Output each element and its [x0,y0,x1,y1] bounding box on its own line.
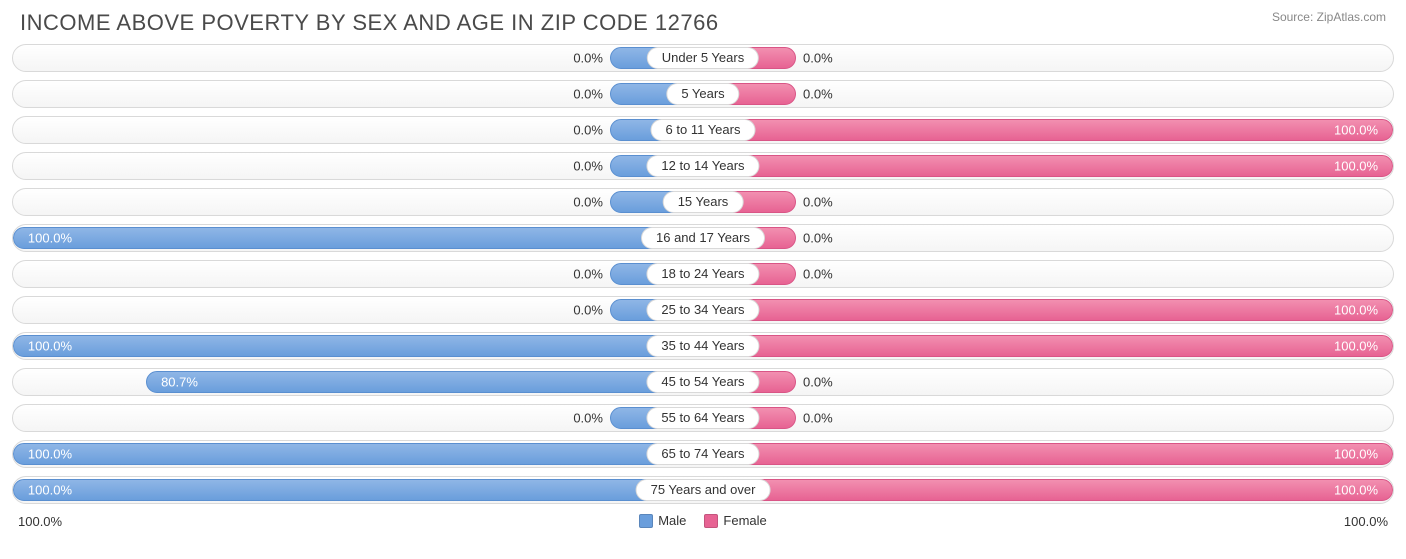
male-value-label: 0.0% [573,87,603,102]
chart-area: 0.0%0.0%Under 5 Years0.0%0.0%5 Years0.0%… [0,44,1406,504]
male-bar [13,443,703,465]
chart-row: 100.0% 100.0% 35 to 44 Years [12,332,1394,360]
female-value-label: 0.0% [803,375,833,390]
male-value-label: 0.0% [573,303,603,318]
chart-row: 0.0% 100.0% 6 to 11 Years [12,116,1394,144]
chart-row: 0.0% 0.0% 15 Years [12,188,1394,216]
female-value-label: 0.0% [803,195,833,210]
female-value-label: 100.0% [1334,339,1386,354]
chart-title: INCOME ABOVE POVERTY BY SEX AND AGE IN Z… [20,10,719,36]
female-value-label: 0.0% [803,231,833,246]
chart-row: 0.0% 100.0% 25 to 34 Years [12,296,1394,324]
category-label: 5 Years [666,83,739,105]
legend: Male Female [0,513,1406,528]
category-label: 55 to 64 Years [646,407,759,429]
female-bar [703,119,1393,141]
chart-row: 0.0% 100.0% 12 to 14 Years [12,152,1394,180]
male-value-label: 100.0% [20,339,72,354]
male-bar [13,335,703,357]
chart-header: INCOME ABOVE POVERTY BY SEX AND AGE IN Z… [0,0,1406,44]
chart-row: 0.0% 0.0% Under 5 Years [12,44,1394,72]
female-value-label: 0.0% [803,267,833,282]
legend-male-label: Male [658,513,686,528]
female-value-label: 0.0% [803,411,833,426]
female-value-label: 100.0% [1334,123,1386,138]
chart-row: 0.0% 0.0% 5 Years [12,80,1394,108]
chart-row: 0.0% 0.0% 18 to 24 Years [12,260,1394,288]
male-value-label: 80.7% [153,375,198,390]
female-value-label: 100.0% [1334,159,1386,174]
category-label: 75 Years and over [636,479,771,501]
female-value-label: 0.0% [803,51,833,66]
female-bar [703,299,1393,321]
male-value-label: 100.0% [20,483,72,498]
male-value-label: 0.0% [573,159,603,174]
category-label: 16 and 17 Years [641,227,765,249]
legend-female: Female [704,513,766,528]
category-label: 15 Years [663,191,744,213]
male-bar [146,371,703,393]
legend-female-label: Female [723,513,766,528]
category-label: 12 to 14 Years [646,155,759,177]
female-value-label: 0.0% [803,87,833,102]
female-swatch-icon [704,514,718,528]
category-label: 6 to 11 Years [651,119,756,141]
chart-row: 80.7% 0.0% 45 to 54 Years [12,368,1394,396]
chart-source: Source: ZipAtlas.com [1272,10,1386,24]
male-value-label: 0.0% [573,195,603,210]
chart-row: 0.0% 0.0% 55 to 64 Years [12,404,1394,432]
male-value-label: 100.0% [20,447,72,462]
category-label: 65 to 74 Years [646,443,759,465]
chart-row: 100.0% 100.0% 65 to 74 Years [12,440,1394,468]
axis-left-label: 100.0% [18,514,62,529]
male-value-label: 0.0% [573,51,603,66]
female-value-label: 100.0% [1334,303,1386,318]
female-bar [703,155,1393,177]
male-swatch-icon [639,514,653,528]
category-label: 45 to 54 Years [646,371,759,393]
female-bar [703,443,1393,465]
female-value-label: 100.0% [1334,483,1386,498]
axis-right-label: 100.0% [1344,514,1388,529]
female-bar [703,335,1393,357]
category-label: Under 5 Years [647,47,759,69]
male-value-label: 100.0% [20,231,72,246]
male-value-label: 0.0% [573,411,603,426]
male-bar [13,479,703,501]
category-label: 18 to 24 Years [646,263,759,285]
category-label: 35 to 44 Years [646,335,759,357]
category-label: 25 to 34 Years [646,299,759,321]
male-value-label: 0.0% [573,123,603,138]
male-bar [13,227,703,249]
chart-row: 100.0% 0.0% 16 and 17 Years [12,224,1394,252]
male-value-label: 0.0% [573,267,603,282]
chart-row: 100.0% 100.0% 75 Years and over [12,476,1394,504]
female-value-label: 100.0% [1334,447,1386,462]
female-bar [703,479,1393,501]
legend-male: Male [639,513,686,528]
